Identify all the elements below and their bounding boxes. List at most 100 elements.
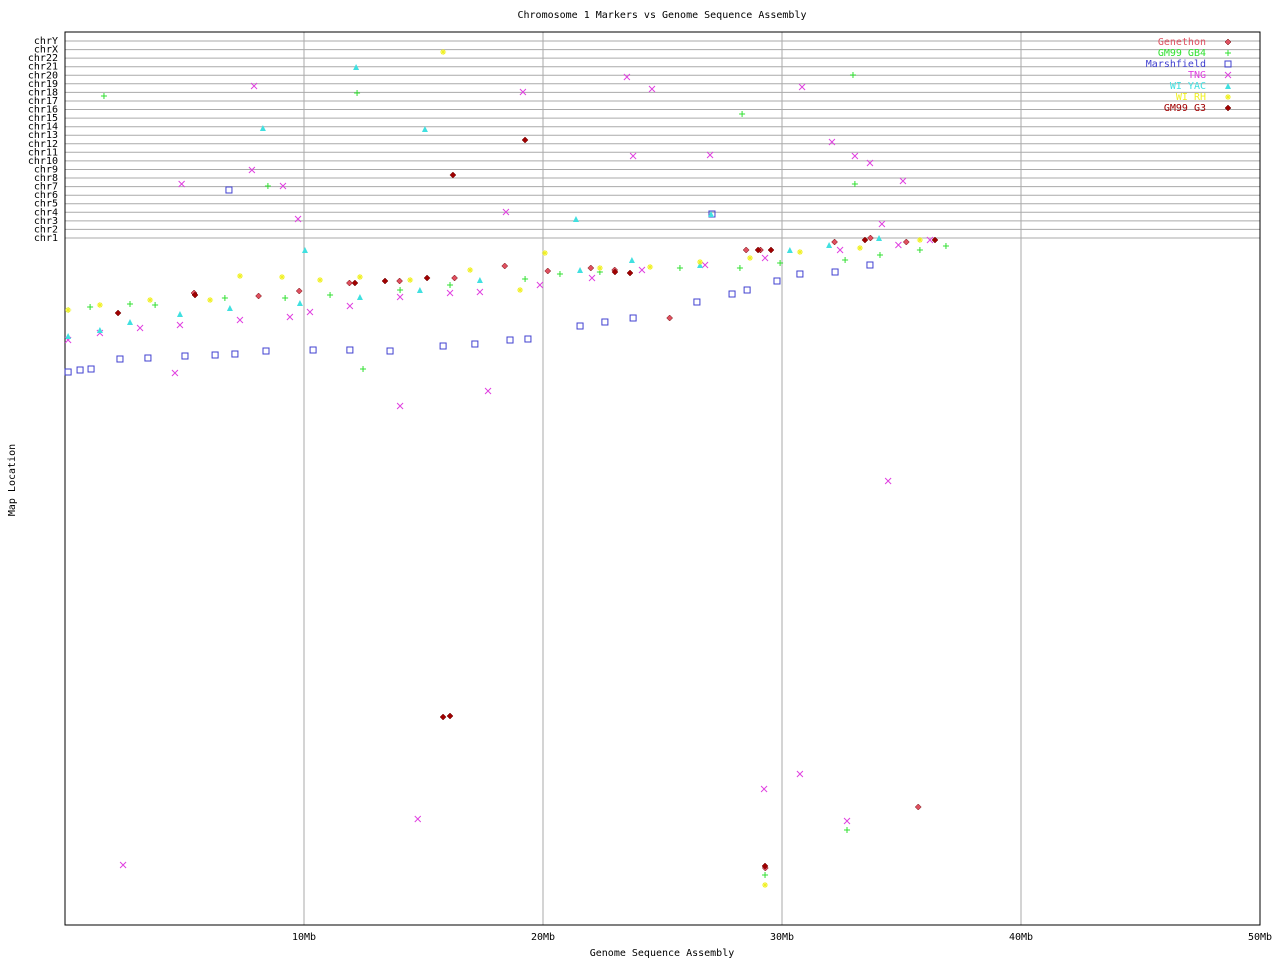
data-point xyxy=(446,712,454,720)
data-point xyxy=(114,309,122,317)
legend-label: GM99 GB4 xyxy=(1158,48,1206,59)
data-point xyxy=(587,264,595,272)
y-tick-label: chr12 xyxy=(28,139,58,150)
data-point xyxy=(181,352,189,360)
data-point xyxy=(844,827,851,833)
data-point xyxy=(521,136,529,144)
data-point xyxy=(396,402,404,410)
data-point xyxy=(346,302,354,310)
data-point xyxy=(449,171,457,179)
data-point xyxy=(876,235,883,241)
y-tick-label: chr8 xyxy=(34,173,58,184)
data-point xyxy=(796,249,803,255)
data-point xyxy=(629,152,637,160)
data-point xyxy=(842,257,849,263)
data-point xyxy=(96,302,103,308)
data-point xyxy=(706,151,714,159)
data-point xyxy=(588,274,596,282)
data-point xyxy=(502,208,510,216)
data-point xyxy=(351,279,359,287)
data-point xyxy=(76,366,84,374)
data-point xyxy=(931,236,939,244)
y-tick-label: chr18 xyxy=(28,87,58,98)
data-point xyxy=(116,355,124,363)
data-point xyxy=(176,311,183,317)
data-point xyxy=(279,182,287,190)
data-point xyxy=(255,292,262,300)
data-point xyxy=(476,288,484,296)
data-point xyxy=(471,340,479,348)
data-point xyxy=(638,266,646,274)
data-point xyxy=(501,262,509,270)
data-point xyxy=(279,274,286,280)
data-point xyxy=(926,236,934,244)
data-point xyxy=(914,803,922,811)
data-point xyxy=(519,88,527,96)
data-point xyxy=(476,277,483,283)
data-point xyxy=(761,862,769,870)
data-point xyxy=(522,276,529,282)
data-point xyxy=(836,246,844,254)
legend-marker xyxy=(1225,83,1231,89)
data-point xyxy=(866,261,874,269)
data-point xyxy=(556,271,563,277)
data-point xyxy=(264,183,271,189)
data-point xyxy=(236,273,243,279)
data-point xyxy=(236,316,244,324)
data-point xyxy=(826,242,833,248)
data-point xyxy=(353,64,360,70)
data-point xyxy=(647,264,654,270)
data-point xyxy=(294,215,302,223)
data-point xyxy=(843,817,851,825)
legend-label: GM99 G3 xyxy=(1164,103,1206,114)
data-point xyxy=(327,292,334,298)
y-tick-label: chr1 xyxy=(34,233,58,244)
data-point xyxy=(451,274,458,282)
data-point xyxy=(648,85,656,93)
data-point xyxy=(119,861,127,869)
data-point xyxy=(250,82,258,90)
data-point xyxy=(309,346,317,354)
data-point xyxy=(306,308,314,316)
data-point xyxy=(942,243,949,249)
data-point xyxy=(867,234,874,242)
data-point xyxy=(397,287,404,293)
data-point xyxy=(524,335,532,343)
data-point xyxy=(396,293,404,301)
data-point xyxy=(831,268,839,276)
data-point xyxy=(796,770,804,778)
data-point xyxy=(866,159,874,167)
data-point xyxy=(65,333,72,339)
data-point xyxy=(762,872,769,878)
data-point xyxy=(386,347,394,355)
data-point xyxy=(211,351,219,359)
data-point xyxy=(221,295,228,301)
plot-frame xyxy=(64,31,1261,926)
data-point xyxy=(96,327,103,333)
data-point xyxy=(100,93,107,99)
legend-marker xyxy=(1225,50,1231,56)
data-point xyxy=(762,882,769,888)
y-tick-label: chrY xyxy=(34,36,58,47)
data-point xyxy=(777,260,784,266)
data-point xyxy=(576,322,584,330)
data-point xyxy=(467,267,474,273)
data-point xyxy=(754,246,762,254)
data-point xyxy=(248,166,256,174)
data-point xyxy=(899,177,907,185)
data-point xyxy=(666,314,674,322)
y-tick-label: chr9 xyxy=(34,165,58,176)
data-point xyxy=(697,259,704,265)
data-point xyxy=(144,354,152,362)
data-point xyxy=(171,369,179,377)
data-point xyxy=(127,319,134,325)
data-point xyxy=(356,294,363,300)
data-point xyxy=(742,246,750,254)
data-point xyxy=(796,270,804,278)
y-tick-label: chr14 xyxy=(28,122,58,133)
data-point xyxy=(902,238,910,246)
data-point xyxy=(346,346,354,354)
data-point xyxy=(895,241,902,249)
y-tick-label: chr10 xyxy=(28,156,58,167)
